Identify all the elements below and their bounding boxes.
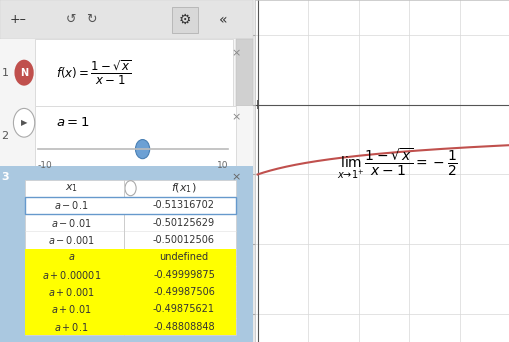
Text: $a = 1$: $a = 1$ (55, 116, 89, 129)
Text: ▶: ▶ (21, 118, 28, 127)
Text: $x_1$: $x_1$ (65, 182, 78, 194)
Text: -10: -10 (38, 161, 52, 170)
Text: -0.50012506: -0.50012506 (153, 235, 215, 245)
Bar (25, 318, 235, 335)
Text: $f(x_1)$: $f(x_1)$ (171, 181, 196, 195)
Text: -0.49987506: -0.49987506 (153, 287, 214, 297)
Bar (25, 266, 235, 283)
Text: ×: × (231, 48, 240, 58)
Text: |: | (256, 100, 259, 109)
Text: $\lim_{x \to 1^+} \dfrac{1-\sqrt{x}}{x-1} = -\dfrac{1}{2}$: $\lim_{x \to 1^+} \dfrac{1-\sqrt{x}}{x-1… (336, 147, 458, 181)
Text: 2: 2 (2, 131, 9, 141)
Bar (0, 0, 253, 39)
Bar (0, 106, 253, 166)
Text: -0.49875621: -0.49875621 (153, 304, 215, 314)
Text: -0.48808848: -0.48808848 (153, 321, 214, 331)
Bar (25, 249, 235, 266)
Text: N: N (20, 68, 28, 78)
Text: 3: 3 (1, 172, 9, 182)
Text: +–: +– (9, 13, 26, 26)
Text: -0.49999875: -0.49999875 (153, 269, 214, 280)
Text: ×: × (231, 112, 240, 122)
Bar (25, 180, 235, 335)
Text: ↻: ↻ (86, 13, 96, 26)
Text: ⚙: ⚙ (179, 13, 191, 27)
Bar (36, 39, 233, 106)
Bar (25, 301, 235, 318)
Text: $a + 0.00001$: $a + 0.00001$ (42, 269, 101, 281)
Text: -0.50125629: -0.50125629 (153, 218, 215, 228)
Text: $a$: $a$ (68, 252, 75, 262)
Text: $a + 0.001$: $a + 0.001$ (48, 286, 95, 298)
Text: $a + 0.01$: $a + 0.01$ (51, 303, 92, 315)
Circle shape (13, 108, 35, 137)
Text: undefined: undefined (159, 252, 208, 262)
Text: $f(x) = \dfrac{1-\sqrt{x}}{x-1}$: $f(x) = \dfrac{1-\sqrt{x}}{x-1}$ (55, 58, 131, 87)
Bar (235, 39, 253, 106)
Text: $a - 0.1$: $a - 0.1$ (54, 199, 89, 211)
Bar (25, 197, 235, 214)
Text: $a + 0.1$: $a + 0.1$ (54, 320, 89, 332)
Circle shape (135, 140, 149, 159)
Text: $a - 0.01$: $a - 0.01$ (51, 217, 92, 229)
Text: 1: 1 (2, 68, 9, 78)
Text: ↺: ↺ (66, 13, 76, 26)
Text: $a - 0.001$: $a - 0.001$ (48, 234, 95, 246)
Bar (0, 39, 253, 106)
Bar (172, 7, 197, 33)
Bar (36, 106, 235, 166)
Circle shape (14, 60, 34, 86)
Text: 10: 10 (216, 161, 228, 170)
Text: -0.51316702: -0.51316702 (153, 200, 215, 210)
Bar (0, 166, 253, 342)
Text: «: « (218, 13, 227, 27)
Circle shape (125, 181, 136, 196)
Text: ×: × (231, 172, 240, 182)
Bar (25, 283, 235, 301)
